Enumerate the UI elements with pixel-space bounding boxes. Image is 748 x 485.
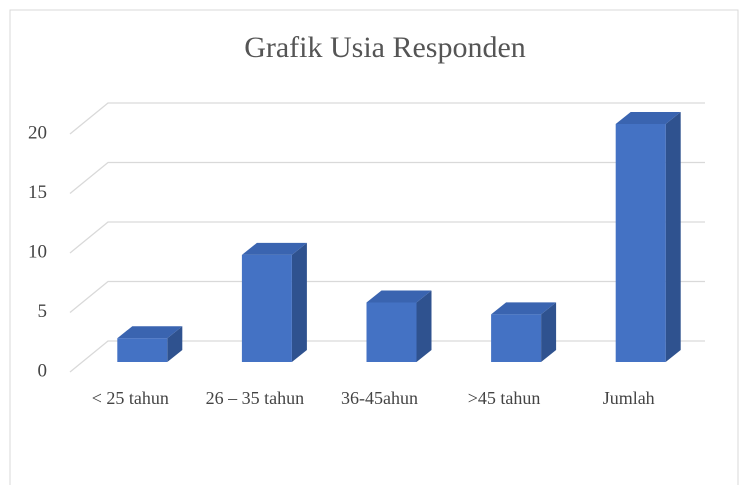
y-tick-label: 15 — [28, 182, 47, 203]
bar — [241, 254, 292, 362]
bar-side — [291, 242, 307, 362]
grid-line — [69, 102, 705, 135]
grid-line — [69, 280, 705, 314]
bar-side — [167, 326, 183, 362]
y-tick-label: 10 — [28, 241, 47, 262]
grid-line — [69, 161, 705, 195]
x-tick-label: < 25 tahun — [92, 388, 169, 408]
bar-top — [615, 112, 681, 124]
bar-top — [366, 290, 432, 303]
y-tick-label: 20 — [28, 122, 47, 143]
x-tick-label: >45 tahun — [468, 388, 541, 408]
grid-line — [69, 221, 705, 254]
bar-top — [241, 242, 307, 255]
y-tick-label: 5 — [38, 301, 48, 322]
x-tick-label: Jumlah — [603, 388, 655, 408]
bar-top — [117, 326, 183, 339]
bar — [366, 302, 417, 362]
y-tick-label: 0 — [38, 360, 48, 381]
x-tick-label: 26 – 35 tahun — [206, 388, 305, 408]
bar-side — [541, 302, 557, 362]
bar-side — [416, 290, 432, 362]
chart-title: Grafik Usia Responden — [244, 31, 526, 64]
bar — [117, 338, 168, 362]
bar — [615, 124, 666, 362]
x-tick-label: 36-45ahun — [341, 388, 418, 408]
bar-top — [491, 302, 557, 315]
frame — [9, 9, 739, 485]
bar — [491, 314, 542, 362]
bar-side — [665, 112, 681, 362]
